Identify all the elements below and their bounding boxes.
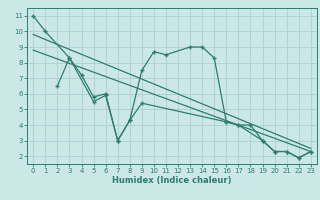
X-axis label: Humidex (Indice chaleur): Humidex (Indice chaleur): [112, 176, 232, 185]
